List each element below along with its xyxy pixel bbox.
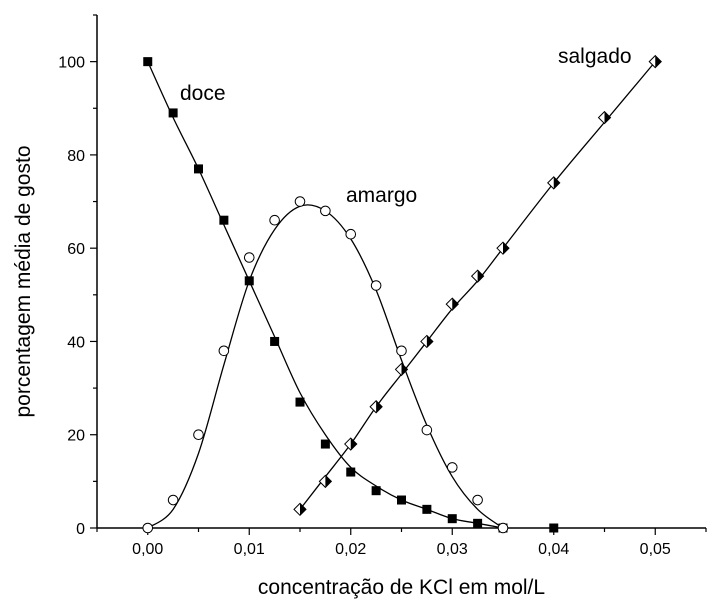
data-point-amargo	[193, 429, 204, 441]
axes: 0,00 0,01 0,02 0,03 0,04 0,05 0 20 40 60 80 100	[58, 14, 707, 558]
data-point-doce	[320, 439, 330, 449]
data-point-amargo	[269, 214, 280, 226]
data-point-doce	[194, 164, 203, 174]
data-point-salgado-fill	[655, 55, 662, 68]
series-markers	[142, 54, 662, 534]
data-point-salgado-fill	[477, 270, 484, 283]
y-tick-label: 0	[76, 521, 85, 538]
data-point-doce	[371, 486, 381, 496]
data-point-salgado-fill	[401, 363, 408, 376]
data-point-doce	[397, 495, 406, 505]
series-label-salgado: salgado	[558, 45, 632, 68]
data-point-doce	[549, 523, 559, 533]
data-point-amargo	[472, 494, 483, 506]
series-curves	[147, 61, 656, 529]
y-tick-label: 40	[67, 334, 85, 351]
data-point-doce	[346, 467, 356, 477]
data-point-amargo	[294, 196, 306, 207]
y-axis-label: porcentagem média de gosto	[12, 145, 35, 417]
data-point-amargo	[243, 252, 255, 263]
series-label-doce: doce	[180, 82, 226, 105]
data-point-amargo	[497, 522, 509, 534]
data-point-doce	[219, 215, 229, 225]
data-point-salgado-fill	[325, 475, 332, 488]
x-tick-label: 0,04	[538, 541, 569, 558]
series-line-doce	[147, 61, 504, 529]
data-point-salgado	[547, 176, 561, 190]
data-point-salgado	[369, 400, 383, 414]
series-labels: doce amargo salgado	[180, 45, 632, 207]
data-point-salgado-fill	[426, 335, 433, 348]
data-point-salgado	[496, 241, 510, 255]
data-point-salgado-fill	[503, 242, 509, 255]
data-point-salgado	[597, 110, 612, 125]
data-point-doce	[447, 514, 457, 524]
data-point-amargo	[218, 345, 230, 357]
data-point-amargo	[396, 345, 407, 357]
data-point-amargo	[446, 462, 458, 473]
data-point-amargo	[320, 205, 331, 217]
x-axis-label: concentração de KCl em mol/L	[258, 576, 545, 599]
y-tick-label: 80	[67, 148, 85, 165]
y-tick-label: 100	[58, 55, 85, 72]
data-point-doce	[473, 518, 483, 528]
series-label-amargo: amargo	[346, 184, 417, 207]
x-tick-label: 0,02	[335, 541, 366, 558]
data-point-amargo	[142, 522, 154, 534]
data-point-amargo	[167, 494, 179, 506]
data-point-doce	[244, 276, 254, 286]
data-point-salgado	[420, 334, 434, 349]
data-point-doce	[143, 57, 153, 67]
data-point-amargo	[345, 228, 357, 240]
data-point-salgado-fill	[553, 176, 560, 189]
data-point-salgado-fill	[350, 438, 357, 451]
data-point-salgado	[293, 502, 307, 517]
data-point-salgado	[394, 362, 409, 377]
data-point-salgado	[648, 54, 662, 69]
x-tick-label: 0,03	[437, 541, 468, 558]
data-point-amargo	[421, 424, 433, 436]
data-point-doce	[168, 108, 178, 118]
data-point-salgado	[318, 474, 333, 489]
data-point-salgado	[470, 269, 485, 283]
data-point-salgado-fill	[300, 503, 306, 516]
data-point-doce	[295, 397, 305, 407]
y-tick-label: 60	[67, 241, 85, 258]
x-tick-label: 0,00	[132, 541, 163, 558]
data-point-amargo	[370, 280, 382, 291]
data-point-doce	[422, 504, 432, 514]
data-point-salgado	[344, 437, 358, 451]
data-point-salgado	[445, 297, 459, 311]
x-tick-label: 0,05	[640, 541, 671, 558]
y-tick-label: 20	[67, 428, 85, 445]
data-point-salgado-fill	[452, 298, 459, 311]
data-point-salgado-fill	[376, 400, 383, 413]
x-tick-label: 0,01	[234, 541, 265, 558]
data-point-salgado-fill	[604, 111, 611, 124]
data-point-doce	[270, 336, 280, 346]
